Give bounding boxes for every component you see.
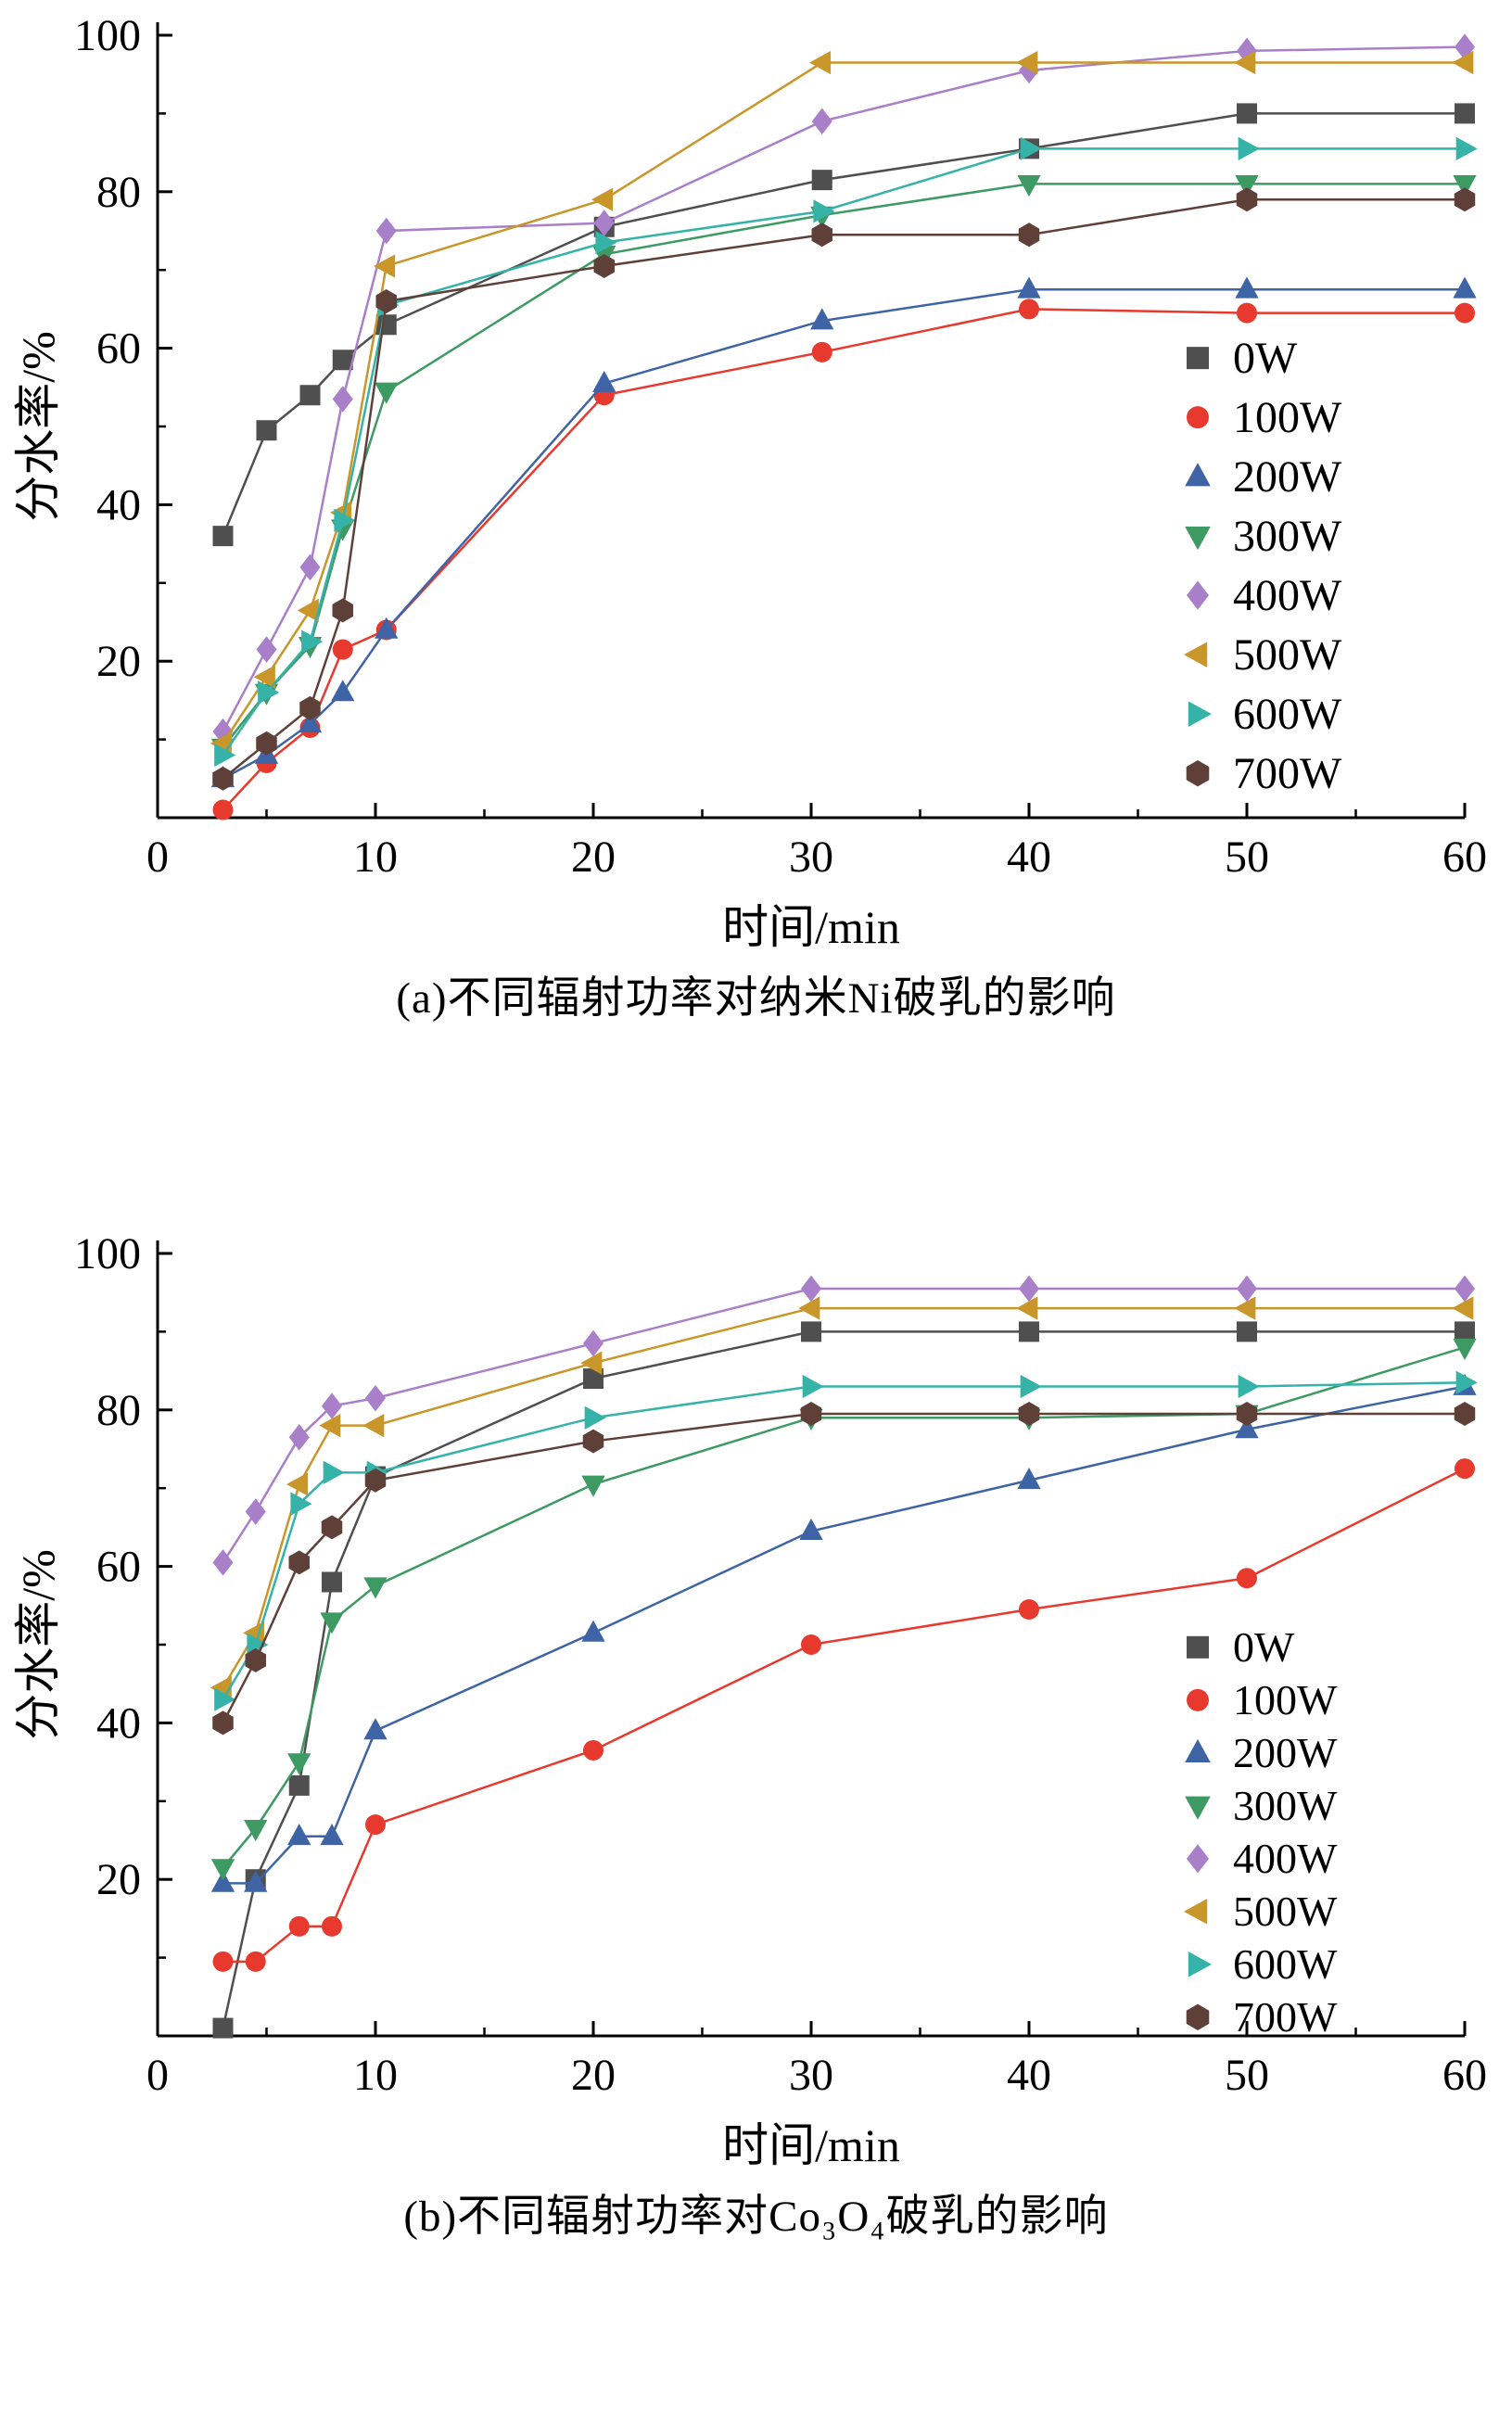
legend-label: 500W	[1233, 1888, 1338, 1935]
x-tick-label: 10	[353, 833, 398, 882]
chart-a-canvas: 0 10 20 30 40 50 60 20 40 60 80 100 时间/min 分水率/% 0W 100…	[12, 11, 1487, 953]
legend-item-400W: 400W	[1187, 1835, 1338, 1882]
y-tick-label: 20	[96, 1855, 141, 1904]
legend-label: 300W	[1233, 1782, 1338, 1829]
x-axis: 0 10 20 30 40 50 60	[146, 803, 1487, 882]
x-axis-title: 时间/min	[722, 901, 900, 953]
chart-b-canvas: 0 10 20 30 40 50 60 20 40 60 80 100 时间/min 分水率/% 0W 100…	[12, 1229, 1487, 2171]
series-0W	[212, 1321, 1475, 2039]
x-tick-label: 10	[353, 2051, 398, 2100]
y-axis: 20 40 60 80 100	[74, 11, 172, 741]
legend-item-500W: 500W	[1184, 630, 1342, 680]
x-tick-label: 0	[146, 2051, 169, 2100]
chart-b: 0 10 20 30 40 50 60 20 40 60 80 100 时间/min 分水率/% 0W 100…	[0, 1227, 1512, 2251]
x-tick-label: 40	[1007, 2051, 1051, 2100]
y-axis-title: 分水率/%	[12, 331, 64, 522]
y-tick-label: 80	[96, 1386, 141, 1435]
chart-a-caption: (a)不同辐射功率对纳米Ni破乳的影响	[396, 974, 1116, 1023]
x-tick-label: 50	[1225, 833, 1269, 882]
legend: 0W 100W 200W 300W 400W 500W 600W 700W	[1184, 1623, 1338, 2041]
x-tick-label: 40	[1007, 833, 1051, 882]
legend-label: 700W	[1233, 749, 1342, 798]
legend-item-200W: 200W	[1185, 452, 1342, 502]
x-tick-label: 0	[146, 833, 169, 882]
y-tick-label: 40	[96, 480, 141, 529]
y-tick-label: 40	[96, 1698, 141, 1748]
series-400W	[212, 1275, 1475, 1576]
legend-item-0W: 0W	[1187, 1623, 1295, 1671]
chart-b-caption: (b)不同辐射功率对Co₃O₄破乳的影响	[403, 2193, 1109, 2241]
series-600W	[214, 1370, 1478, 1711]
legend-item-400W: 400W	[1187, 571, 1342, 620]
x-tick-label: 20	[571, 833, 616, 882]
y-tick-label: 80	[96, 168, 141, 217]
x-tick-label: 50	[1225, 2051, 1269, 2100]
y-tick-label: 60	[96, 1543, 141, 1592]
legend-label: 200W	[1233, 452, 1342, 502]
x-tick-label: 60	[1442, 833, 1487, 882]
legend-label: 200W	[1233, 1729, 1338, 1776]
legend-item-100W: 100W	[1187, 1676, 1338, 1723]
y-axis: 20 40 60 80 100	[74, 1229, 172, 1959]
x-tick-label: 30	[789, 833, 833, 882]
legend-label: 700W	[1233, 1993, 1338, 2041]
legend: 0W 100W 200W 300W 400W 500W 600W 700W	[1184, 334, 1342, 798]
legend-label: 100W	[1233, 1676, 1338, 1723]
legend-label: 0W	[1233, 1623, 1295, 1671]
legend-item-700W: 700W	[1186, 1993, 1338, 2041]
legend-item-300W: 300W	[1185, 512, 1342, 561]
series-700W	[212, 1402, 1476, 1736]
x-tick-label: 60	[1442, 2051, 1487, 2100]
legend-label: 400W	[1233, 571, 1342, 620]
legend-label: 300W	[1233, 512, 1342, 561]
legend-item-600W: 600W	[1188, 1940, 1338, 1988]
legend-label: 100W	[1233, 393, 1342, 442]
legend-label: 0W	[1233, 334, 1298, 383]
legend-item-700W: 700W	[1186, 749, 1342, 798]
series-700W	[212, 187, 1476, 791]
y-tick-label: 60	[96, 324, 141, 374]
legend-item-500W: 500W	[1184, 1888, 1338, 1935]
x-tick-label: 30	[789, 2051, 833, 2100]
x-tick-label: 20	[571, 2051, 616, 2100]
y-tick-label: 100	[74, 11, 141, 60]
y-axis-title: 分水率/%	[12, 1549, 64, 1740]
legend-item-0W: 0W	[1187, 334, 1298, 383]
series-500W	[210, 50, 1474, 756]
legend-label: 400W	[1233, 1835, 1338, 1882]
y-tick-label: 20	[96, 637, 141, 686]
x-axis-title: 时间/min	[722, 2119, 900, 2171]
y-tick-label: 100	[74, 1229, 141, 1278]
series-600W	[214, 136, 1478, 768]
chart-a: 0 10 20 30 40 50 60 20 40 60 80 100 时间/min 分水率/% 0W 100…	[0, 9, 1512, 1033]
series-500W	[210, 1296, 1474, 1700]
legend-item-200W: 200W	[1185, 1729, 1338, 1776]
series-100W	[212, 1458, 1475, 1972]
legend-label: 600W	[1233, 1940, 1338, 1988]
figure-page: 0 10 20 30 40 50 60 20 40 60 80 100 时间/min 分水率/% 0W 100…	[0, 9, 1512, 2251]
legend-item-600W: 600W	[1188, 690, 1342, 739]
legend-item-100W: 100W	[1187, 393, 1342, 442]
legend-label: 600W	[1233, 690, 1342, 739]
legend-item-300W: 300W	[1185, 1782, 1338, 1829]
legend-label: 500W	[1233, 630, 1342, 680]
x-axis: 0 10 20 30 40 50 60	[146, 2021, 1487, 2100]
